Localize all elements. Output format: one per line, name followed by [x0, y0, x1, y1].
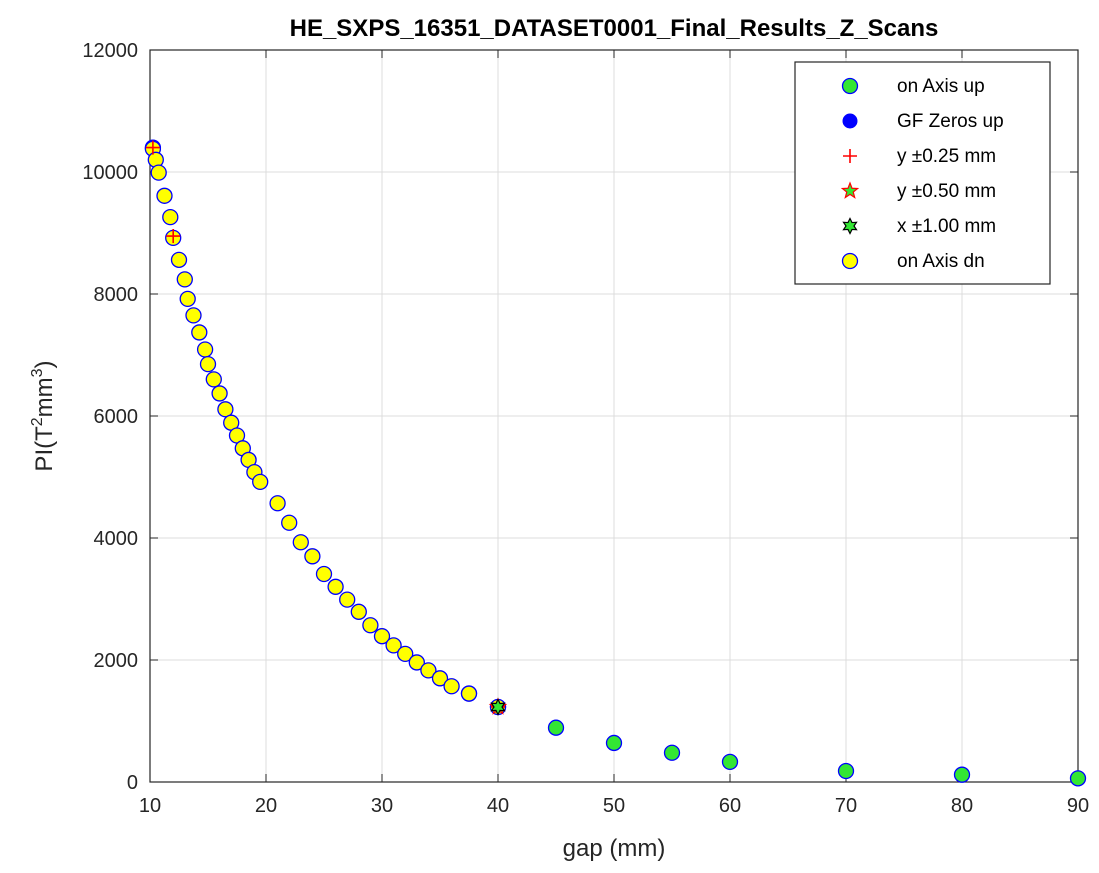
x-tick-label: 90: [1067, 795, 1089, 817]
y-tick-label: 2000: [94, 650, 139, 672]
data-point-on-axis-dn: [397, 645, 414, 663]
data-point-on-axis-up: [1069, 770, 1087, 787]
legend-label-on-axis-dn: on Axis dn: [897, 251, 985, 272]
data-point-on-axis-dn: [162, 208, 179, 226]
data-point-on-axis-dn: [211, 385, 228, 402]
data-point-on-axis-dn: [315, 565, 333, 583]
legend-label-gf-zeros-up: GF Zeros up: [897, 111, 1004, 132]
legend-label-y-025: y ±0.25 mm: [897, 146, 996, 167]
y-axis-label-prefix: PI(T: [31, 426, 58, 472]
data-point-on-axis-dn: [339, 591, 356, 608]
y-tick-label: 8000: [94, 284, 139, 306]
x-tick-label: 30: [371, 795, 393, 817]
x-tick-label: 20: [255, 795, 277, 817]
y-tick-label: 10000: [82, 162, 138, 184]
data-point-on-axis-dn: [205, 371, 222, 388]
data-point-on-axis-up: [837, 762, 855, 780]
y-tick-label: 0: [127, 772, 138, 794]
x-tick-label: 70: [835, 795, 857, 817]
data-point-on-axis-dn: [443, 678, 460, 695]
data-point-on-axis-dn: [408, 654, 425, 671]
data-point-on-axis-dn: [420, 662, 437, 679]
y-axis-label-suffix: ): [31, 360, 58, 368]
x-tick-labels: 10 20 30 40 50 60 70 80 90: [139, 795, 1089, 817]
data-point-y-0-25-mm: [145, 140, 160, 155]
data-point-on-axis-dn: [150, 164, 167, 181]
x-axis-label: gap (mm): [563, 835, 666, 862]
data-point-on-axis-dn: [185, 307, 202, 324]
legend-label-y-050: y ±0.50 mm: [897, 181, 996, 202]
data-point-on-axis-dn: [176, 271, 193, 288]
x-tick-label: 40: [487, 795, 509, 817]
data-point-on-axis-dn: [304, 548, 321, 565]
data-point-on-axis-dn: [170, 251, 188, 268]
data-point-on-axis-dn: [281, 514, 298, 531]
data-marks: [144, 139, 1087, 787]
data-point-on-axis-up: [605, 734, 623, 752]
legend-label-on-axis-up: on Axis up: [897, 76, 985, 97]
chart-title: HE_SXPS_16351_DATASET0001_Final_Results_…: [290, 15, 939, 42]
legend-marker-x-1-00-mm: [842, 217, 858, 235]
data-point-on-axis-dn: [350, 603, 367, 620]
data-point-on-axis-up: [721, 753, 739, 771]
data-point-on-axis-dn: [431, 670, 449, 687]
data-point-on-axis-dn: [292, 534, 309, 551]
data-point-on-axis-dn: [217, 401, 234, 418]
x-tick-label: 50: [603, 795, 625, 817]
data-point-on-axis-dn: [460, 685, 478, 702]
x-tick-label: 80: [951, 795, 973, 817]
legend-marker-on-axis-dn: [841, 252, 859, 270]
data-point-on-axis-dn: [327, 578, 344, 595]
data-point-on-axis-dn: [179, 290, 196, 308]
y-axis-label: PI(T2mm3): [29, 360, 58, 471]
data-point-y-0-25-mm: [166, 229, 181, 244]
data-point-on-axis-dn: [362, 617, 379, 634]
legend-marker-y-0-50-mm: [840, 181, 860, 199]
data-point-on-axis-up: [953, 766, 971, 783]
data-point-on-axis-dn: [199, 355, 217, 373]
data-point-on-axis-dn: [196, 341, 214, 358]
x-tick-label: 10: [139, 795, 161, 817]
legend-marker-y-0-25-mm: [843, 149, 857, 163]
legend-marker-on-axis-up: [841, 77, 859, 95]
y-tick-label: 12000: [82, 40, 138, 62]
data-point-on-axis-dn: [269, 495, 286, 512]
legend-marker-gf-zeros-up: [842, 113, 858, 129]
y-tick-label: 4000: [94, 528, 139, 550]
legend-markers: [840, 77, 860, 270]
data-point-on-axis-up: [547, 719, 565, 736]
data-point-on-axis-dn: [385, 637, 402, 654]
y-tick-label: 6000: [94, 406, 139, 428]
data-point-on-axis-dn: [191, 324, 208, 341]
data-point-on-axis-dn: [156, 187, 173, 204]
data-point-on-axis-dn: [373, 628, 391, 645]
y-tick-labels: 0 2000 4000 6000 8000 10000 12000: [82, 40, 138, 794]
data-point-on-axis-dn: [252, 473, 269, 491]
legend-label-x-100: x ±1.00 mm: [897, 216, 996, 237]
axes-box: [149, 49, 1079, 783]
legend: on Axis up GF Zeros up y ±0.25 mm y ±0.5…: [794, 61, 1051, 285]
data-point-on-axis-up: [663, 744, 681, 761]
y-axis-label-sup2: 3: [29, 368, 46, 377]
x-tick-label: 60: [719, 795, 741, 817]
legend-box: [794, 61, 1051, 285]
data-point-x-1-00-mm: [490, 698, 506, 716]
y-axis-label-mid: mm: [31, 377, 58, 417]
y-axis-label-sup1: 2: [29, 417, 46, 426]
